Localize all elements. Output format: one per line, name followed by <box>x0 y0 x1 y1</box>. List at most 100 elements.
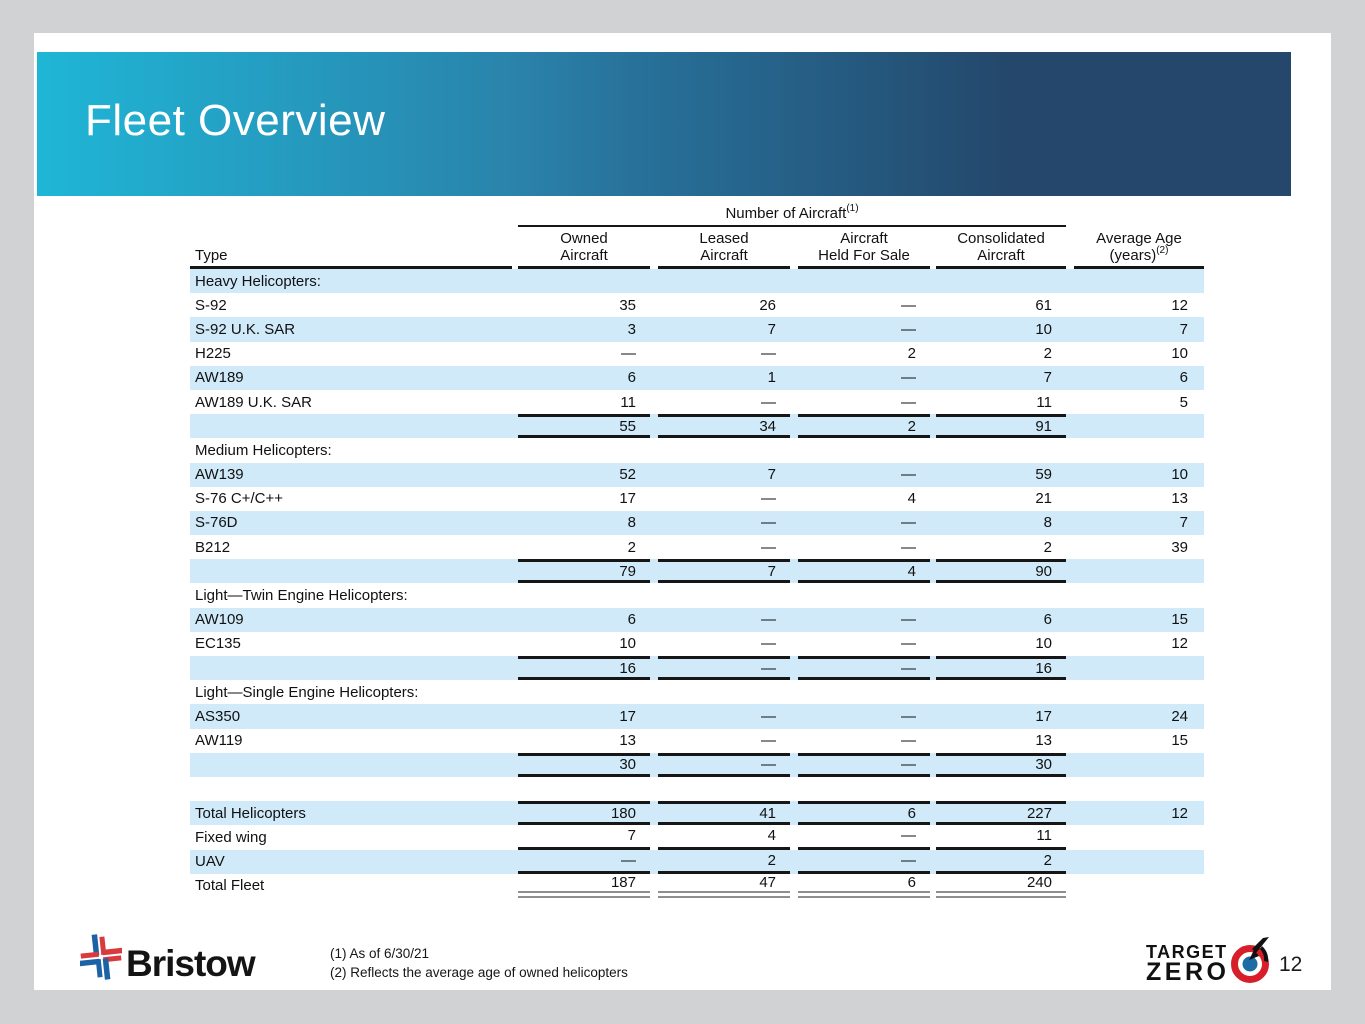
column-gap <box>650 390 658 414</box>
column-gap <box>1066 559 1074 583</box>
column-gap <box>790 317 798 341</box>
page-title: Fleet Overview <box>85 96 386 145</box>
cell-owned: 16 <box>518 656 650 681</box>
row-label: Medium Helicopters: <box>195 441 332 459</box>
group-header-text: Number of Aircraft <box>725 205 847 222</box>
cell-leased <box>658 269 790 293</box>
cell-avg-age <box>1074 825 1204 849</box>
column-gap <box>650 293 658 317</box>
cell-avg-age: 6 <box>1179 369 1188 387</box>
column-gap <box>790 366 798 390</box>
row-label: Heavy Helicopters: <box>195 272 321 290</box>
cell-avg-age <box>1074 583 1204 607</box>
column-gap <box>1066 680 1074 704</box>
table-row: H225 — — 2 2 10 <box>190 342 1204 366</box>
cell-owned <box>518 680 650 704</box>
column-gap <box>650 632 658 656</box>
cell-owned: 8 <box>627 514 636 532</box>
column-gap <box>1066 704 1074 728</box>
footnotes: (1) As of 6/30/21 (2) Reflects the avera… <box>330 944 628 982</box>
cell-leased: — <box>761 345 776 363</box>
column-gap <box>790 269 798 293</box>
cell-avg-age <box>1074 680 1204 704</box>
row-label: AW119 <box>195 732 243 750</box>
row-label: AW189 <box>195 369 244 387</box>
column-gap <box>650 366 658 390</box>
cell-consolidated: 90 <box>936 559 1066 584</box>
row-label: AW139 <box>195 466 244 484</box>
table-row: S-92 U.K. SAR 3 7 — 10 7 <box>190 317 1204 342</box>
cell-leased: 4 <box>658 825 790 850</box>
cell-owned: 187 <box>518 874 650 898</box>
table-row: AW109 6 — — 6 15 <box>190 607 1204 632</box>
slide: Fleet Overview Number of Aircraft(1) Typ… <box>34 33 1331 990</box>
cell-avg-age: 24 <box>1171 707 1188 725</box>
column-gap <box>650 825 658 849</box>
column-gap <box>650 487 658 511</box>
column-gap <box>790 850 798 874</box>
column-gap <box>1066 438 1074 462</box>
table-row: Light—Twin Engine Helicopters: <box>190 583 1204 607</box>
column-gap <box>790 729 798 753</box>
column-gap <box>1066 632 1074 656</box>
cell-held-for-sale: — <box>798 850 930 874</box>
slide-title-banner: Fleet Overview <box>37 52 1291 196</box>
column-gap <box>790 438 798 462</box>
cell-held-for-sale: 6 <box>798 874 930 898</box>
table-row: 30— —30 <box>190 752 1204 777</box>
cell-leased: 26 <box>759 296 776 314</box>
column-gap <box>1066 656 1074 680</box>
column-gap <box>790 583 798 607</box>
bristow-pinwheel-icon <box>80 934 122 980</box>
row-label: AW109 <box>195 611 244 629</box>
column-gap <box>650 680 658 704</box>
column-gap <box>650 342 658 366</box>
column-gap <box>1066 753 1074 777</box>
column-gap <box>1066 463 1074 487</box>
cell-held-for-sale: — <box>901 538 916 556</box>
table-row: Total Helicopters 180 41 6 227 12 <box>190 801 1204 826</box>
cell-owned: — <box>518 850 650 874</box>
cell-owned <box>518 777 650 801</box>
cell-held-for-sale: 2 <box>798 414 930 439</box>
table-row <box>190 777 1204 801</box>
cell-avg-age: 12 <box>1171 635 1188 653</box>
bristow-logo: Bristow <box>80 929 256 985</box>
table-group-header: Number of Aircraft(1) <box>518 204 1066 227</box>
cell-held-for-sale <box>798 583 930 607</box>
column-gap <box>790 825 798 849</box>
row-label <box>190 559 512 583</box>
cell-avg-age <box>1074 753 1204 777</box>
row-label: Total Helicopters <box>195 804 306 822</box>
column-gap <box>1066 366 1074 390</box>
cell-consolidated: 10 <box>1035 635 1052 653</box>
cell-held-for-sale: — <box>901 707 916 725</box>
cell-consolidated: 227 <box>936 801 1066 826</box>
table-row: AW189 U.K. SAR 11 — — 11 5 <box>190 390 1204 414</box>
cell-avg-age: 7 <box>1179 320 1188 338</box>
row-label: B212 <box>195 538 231 556</box>
cell-consolidated: 30 <box>936 752 1066 777</box>
column-gap <box>1066 414 1074 438</box>
column-gap <box>790 777 798 801</box>
cell-leased: 1 <box>767 369 776 387</box>
column-header-owned: Owned Aircraft <box>518 227 650 269</box>
column-gap <box>650 269 658 293</box>
column-header-average-age: Average Age (years)(2) <box>1074 227 1204 269</box>
cell-held-for-sale: — <box>901 296 916 314</box>
cell-leased <box>658 680 790 704</box>
row-label: S-76D <box>195 514 238 532</box>
cell-leased: 7 <box>767 466 776 484</box>
column-gap <box>1066 825 1074 849</box>
cell-consolidated: 2 <box>1043 538 1052 556</box>
cell-consolidated <box>936 583 1066 607</box>
cell-consolidated: 240 <box>936 874 1066 898</box>
column-gap <box>790 227 798 269</box>
cell-leased: — <box>761 393 776 411</box>
cell-avg-age: 7 <box>1179 514 1188 532</box>
table-row: 55 34 2 91 <box>190 414 1204 439</box>
column-gap <box>790 801 798 825</box>
cell-held-for-sale: — <box>798 656 930 681</box>
table-row: EC135 10 — — 10 12 <box>190 632 1204 656</box>
table-row: Medium Helicopters: <box>190 438 1204 462</box>
